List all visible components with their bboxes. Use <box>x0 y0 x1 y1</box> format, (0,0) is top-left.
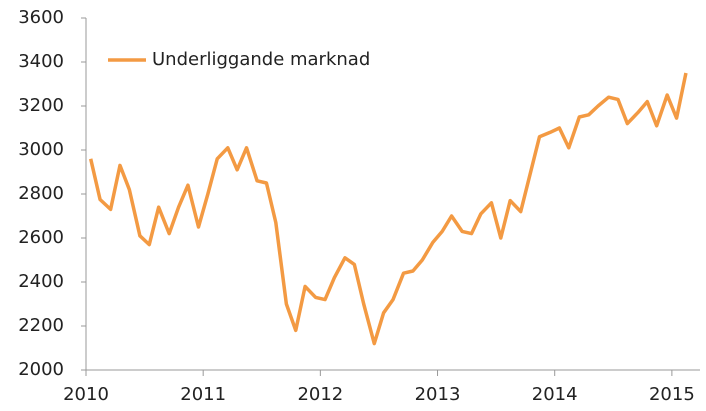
x-tick-label: 2013 <box>415 384 461 405</box>
y-tick-label: 2600 <box>18 227 64 248</box>
y-tick-label: 3400 <box>18 51 64 72</box>
y-tick-label: 2200 <box>18 315 64 336</box>
y-tick-label: 3000 <box>18 139 64 160</box>
legend-label: Underliggande marknad <box>152 49 370 70</box>
y-tick-label: 3200 <box>18 95 64 116</box>
y-tick-label: 2000 <box>18 359 64 380</box>
y-tick-label: 2800 <box>18 183 64 204</box>
x-tick-label: 2014 <box>532 384 578 405</box>
y-tick-label: 3600 <box>18 7 64 28</box>
x-tick-label: 2010 <box>63 384 109 405</box>
x-tick-label: 2015 <box>649 384 695 405</box>
x-tick-label: 2011 <box>180 384 226 405</box>
data-line <box>88 72 688 346</box>
x-tick-label: 2012 <box>297 384 343 405</box>
y-tick-label: 2400 <box>18 271 64 292</box>
